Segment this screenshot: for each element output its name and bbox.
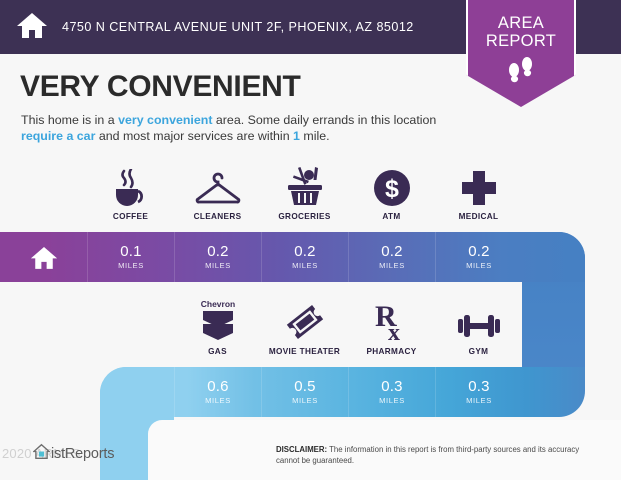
page-title: VERY CONVENIENT	[20, 70, 301, 103]
description-text: This home is in a very convenient area. …	[21, 112, 451, 144]
distance-segment: 0.2 MILES	[174, 232, 261, 282]
distance-segment: 0.2 MILES	[435, 232, 522, 282]
distance-segment: 0.1 MILES	[87, 232, 174, 282]
desc-part-2: area. Some daily errands in this locatio…	[212, 113, 437, 127]
amenity-icon-row-1: COFFEE CLEANERS	[87, 165, 522, 221]
amenity-pharmacy: R x PHARMACY	[348, 300, 435, 356]
distance-segment: 0.2 MILES	[348, 232, 435, 282]
badge-line-2: REPORT	[485, 32, 557, 50]
rx-pharmacy-icon: R x	[372, 300, 412, 342]
clothes-hanger-icon	[194, 165, 242, 207]
amenity-coffee: COFFEE	[87, 165, 174, 221]
disclaimer-text: DISCLAIMER: The information in this repo…	[276, 445, 596, 466]
amenity-label: COFFEE	[112, 212, 149, 221]
distance-segment: 0.3 MILES	[435, 367, 522, 417]
amenity-medical: MEDICAL	[435, 165, 522, 221]
amenity-cleaners: CLEANERS	[174, 165, 261, 221]
amenity-gas: Chevron GAS	[174, 299, 261, 356]
distance-unit: MILES	[205, 261, 231, 270]
grocery-basket-icon	[284, 165, 326, 207]
distance-value: 0.2	[468, 243, 490, 260]
listreports-logo-text: istReports	[51, 446, 115, 462]
distance-segment: 0.3 MILES	[348, 367, 435, 417]
home-origin-cell	[0, 232, 87, 282]
distance-value: 0.3	[381, 378, 403, 395]
desc-part-1: This home is in a	[21, 113, 119, 127]
distance-segment: 0.2 MILES	[261, 232, 348, 282]
distance-value: 0.6	[207, 378, 229, 395]
listreports-logo[interactable]: istReports	[32, 443, 115, 465]
desc-highlight-2: require a car	[21, 129, 96, 143]
disclaimer-body: The information in this report is from t…	[276, 445, 580, 465]
disclaimer-label: DISCLAIMER:	[276, 445, 328, 454]
dumbbell-icon	[457, 300, 501, 342]
amenity-label: GYM	[468, 347, 489, 356]
desc-part-4: mile.	[299, 129, 330, 143]
home-icon	[16, 11, 48, 44]
distance-segment: 0.6 MILES	[174, 367, 261, 417]
distance-value: 0.2	[294, 243, 316, 260]
desc-part-3: and most major services are within	[95, 129, 294, 143]
amenity-label: GAS	[208, 347, 227, 356]
distance-unit: MILES	[379, 261, 405, 270]
amenity-icon-row-2: Chevron GAS MOVIE THEATER	[174, 299, 522, 356]
amenity-label: ATM	[382, 212, 401, 221]
svg-text:R: R	[375, 300, 397, 333]
distance-value: 0.2	[207, 243, 229, 260]
amenity-label: CLEANERS	[193, 212, 242, 221]
amenity-movie-theater: MOVIE THEATER	[261, 300, 348, 356]
footprints-icon	[466, 56, 576, 89]
distance-unit: MILES	[118, 261, 144, 270]
amenity-label: GROCERIES	[278, 212, 331, 221]
desc-highlight-3: 1	[293, 129, 300, 143]
amenity-label: MEDICAL	[458, 212, 499, 221]
svg-text:x: x	[388, 320, 400, 342]
distance-unit: MILES	[379, 396, 405, 405]
amenity-label: MOVIE THEATER	[268, 347, 341, 356]
disclaimer-card: DISCLAIMER: The information in this repo…	[148, 420, 621, 480]
home-icon	[30, 246, 57, 269]
area-report-badge: AREA REPORT	[466, 0, 576, 107]
svg-text:$: $	[385, 175, 399, 203]
distance-bar-row-1: 0.1 MILES 0.2 MILES 0.2 MILES 0.2 MILES …	[0, 232, 585, 282]
medical-cross-icon	[460, 165, 498, 207]
property-address: 4750 N CENTRAL AVENUE UNIT 2F, PHOENIX, …	[62, 20, 414, 34]
distance-unit: MILES	[466, 396, 492, 405]
distance-bar-row-2: 0.6 MILES 0.5 MILES 0.3 MILES 0.3 MILES	[100, 367, 585, 417]
movie-ticket-icon	[284, 300, 326, 342]
distance-unit: MILES	[292, 396, 318, 405]
distance-unit: MILES	[205, 396, 231, 405]
svg-text:Chevron: Chevron	[200, 299, 234, 309]
amenity-atm: $ ATM	[348, 165, 435, 221]
amenity-label: PHARMACY	[366, 347, 417, 356]
distance-value: 0.2	[381, 243, 403, 260]
amenity-gym: GYM	[435, 300, 522, 356]
distance-value: 0.5	[294, 378, 316, 395]
coffee-cup-icon	[111, 165, 151, 207]
dollar-circle-icon: $	[373, 165, 411, 207]
listreports-house-icon	[32, 443, 51, 465]
distance-segment: 0.5 MILES	[261, 367, 348, 417]
badge-title: AREA REPORT	[466, 14, 576, 50]
desc-highlight-1: very convenient	[118, 113, 213, 127]
distance-value: 0.3	[468, 378, 490, 395]
chevron-gas-icon: Chevron	[197, 299, 239, 342]
distance-value: 0.1	[120, 243, 142, 260]
amenity-groceries: GROCERIES	[261, 165, 348, 221]
distance-unit: MILES	[292, 261, 318, 270]
badge-line-1: AREA	[497, 14, 545, 32]
bar-row-2-spacer	[100, 367, 174, 417]
distance-unit: MILES	[466, 261, 492, 270]
